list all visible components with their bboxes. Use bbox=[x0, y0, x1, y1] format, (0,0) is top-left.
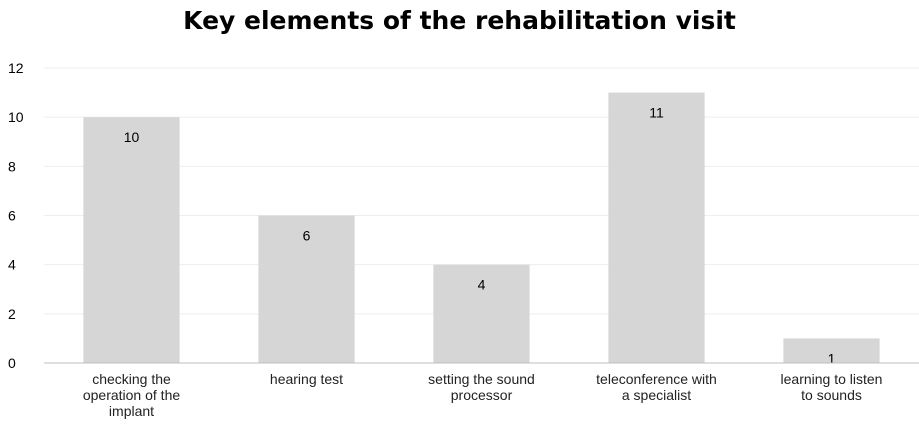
bar bbox=[83, 117, 180, 364]
x-tick-label-line: operation of the bbox=[83, 387, 181, 403]
x-tick-label: checking the operation of the implant bbox=[83, 371, 181, 419]
bar bbox=[608, 92, 705, 363]
y-tick-label: 8 bbox=[8, 158, 16, 174]
x-tick-label-line: checking the bbox=[92, 371, 171, 387]
x-tick-label-line: setting the sound bbox=[428, 371, 535, 387]
x-tick-label-line: implant bbox=[109, 403, 154, 419]
x-tick-label-line: a specialist bbox=[622, 387, 691, 403]
data-label: 1 bbox=[828, 350, 836, 366]
y-tick-label: 12 bbox=[8, 60, 24, 76]
chart-title: Key elements of the rehabilitation visit bbox=[183, 6, 736, 35]
y-tick-label: 10 bbox=[8, 109, 24, 125]
x-tick-label-line: to sounds bbox=[801, 387, 862, 403]
x-tick-label-line: learning to listen bbox=[781, 371, 883, 387]
x-tick-label-line: hearing test bbox=[270, 371, 343, 387]
data-label: 10 bbox=[124, 129, 140, 145]
y-tick-label: 0 bbox=[8, 355, 16, 371]
x-tick-label-line: teleconference with bbox=[596, 371, 717, 387]
x-tick-label: teleconference with a specialist bbox=[596, 371, 717, 403]
x-tick-label: learning to listen to sounds bbox=[781, 371, 883, 403]
data-label: 6 bbox=[303, 228, 311, 244]
y-tick-label: 2 bbox=[8, 306, 16, 322]
x-tick-label: hearing test bbox=[270, 371, 343, 387]
bar bbox=[783, 338, 880, 363]
bar bbox=[258, 215, 355, 363]
data-label: 4 bbox=[478, 277, 486, 293]
x-tick-label: setting the sound processor bbox=[428, 371, 535, 403]
bar bbox=[433, 264, 530, 363]
y-tick-label: 6 bbox=[8, 208, 16, 224]
data-label: 11 bbox=[649, 105, 664, 121]
y-tick-label: 4 bbox=[8, 257, 16, 273]
x-tick-label-line: processor bbox=[451, 387, 513, 403]
